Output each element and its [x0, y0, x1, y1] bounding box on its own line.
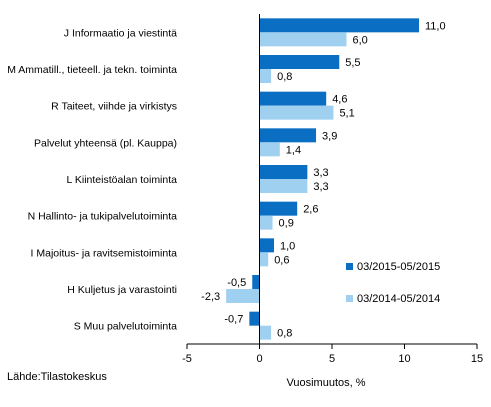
bar-series-2: [226, 289, 260, 303]
bar-series-2: [259, 215, 273, 230]
bar-value-label: 0,9: [279, 218, 294, 230]
bar-series-2: [259, 69, 272, 83]
bars: [226, 18, 419, 340]
bar-value-label: 4,6: [332, 94, 347, 106]
source-note: Lähde:Tilastokeskus: [7, 371, 107, 383]
bar-value-label: -0,5: [227, 277, 246, 289]
bar-value-label: 6,0: [353, 34, 368, 46]
bar-series-2: [259, 252, 269, 267]
category-label: M Ammatill., tieteell. ja tekn. toiminta: [7, 64, 177, 76]
category-label: L Kiinteistöalan toiminta: [66, 174, 177, 186]
category-label: Palvelut yhteensä (pl. Kauppa): [34, 137, 177, 149]
bar-value-label: 1,4: [286, 144, 301, 156]
x-tick-label: -5: [182, 353, 192, 365]
bar-value-label: 3,3: [313, 181, 328, 193]
bar-value-label: 2,6: [303, 204, 318, 216]
x-tick-label: 5: [329, 353, 335, 365]
bar-series-2: [259, 32, 347, 47]
bar-value-labels: 11,0 6,0 5,5 0,8 4,6 5,13,9 1,4 3,3 3,3 2,6 0,9 1,0…: [201, 20, 445, 339]
bar-series-2: [259, 325, 272, 340]
bar-series-1: [259, 18, 419, 33]
bar-series-2: [259, 179, 308, 193]
category-label: J Informaatio ja viestintä: [64, 27, 177, 39]
legend-swatch: [346, 295, 353, 302]
bar-series-1: [259, 91, 327, 106]
x-tick-label: 10: [398, 353, 410, 365]
bar-series-2: [259, 142, 280, 157]
bar-value-label: 0,8: [277, 328, 292, 340]
category-labels: J Informaatio ja viestintä M Ammatill., t…: [7, 27, 177, 332]
bar-series-1: [259, 201, 298, 216]
bar-value-label: 3,9: [322, 130, 337, 142]
legend-swatch: [346, 263, 353, 270]
bar-series-1: [259, 238, 274, 253]
bar-value-label: 5,1: [339, 108, 354, 120]
bar-series-1: [259, 128, 317, 143]
category-label: R Taiteet, viihde ja virkistys: [51, 101, 177, 113]
bar-series-1: [259, 165, 308, 179]
legend: 03/2015-05/2015 03/2014-05/2014: [346, 261, 440, 305]
bar-value-label: -2,3: [201, 291, 220, 303]
bar-value-label: 3,3: [313, 167, 328, 179]
x-axis-title: Vuosimuutos, %: [286, 377, 365, 389]
category-label: N Hallinto- ja tukipalvelutoiminta: [28, 211, 178, 223]
bar-value-label: -0,7: [224, 314, 243, 326]
bar-value-label: 11,0: [425, 20, 446, 32]
bar-value-label: 0,8: [277, 71, 292, 83]
category-label: S Muu palvelutoiminta: [74, 321, 177, 333]
bar-series-1: [252, 275, 260, 289]
bar-value-label: 0,6: [274, 254, 289, 266]
bar-series-1: [249, 311, 260, 326]
category-label: I Majoitus- ja ravitsemistoiminta: [31, 247, 178, 259]
legend-label: 03/2014-05/2014: [357, 293, 440, 305]
x-tick-label: 0: [256, 353, 262, 365]
bar-series-1: [259, 55, 340, 69]
bar-value-label: 1,0: [280, 240, 295, 252]
bar-value-label: 5,5: [345, 57, 360, 69]
bar-series-2: [259, 105, 334, 120]
legend-label: 03/2015-05/2015: [357, 261, 440, 273]
x-axis: -5 0 5 10 15: [182, 14, 483, 365]
category-label: H Kuljetus ja varastointi: [67, 284, 177, 296]
x-tick-label: 15: [471, 353, 483, 365]
